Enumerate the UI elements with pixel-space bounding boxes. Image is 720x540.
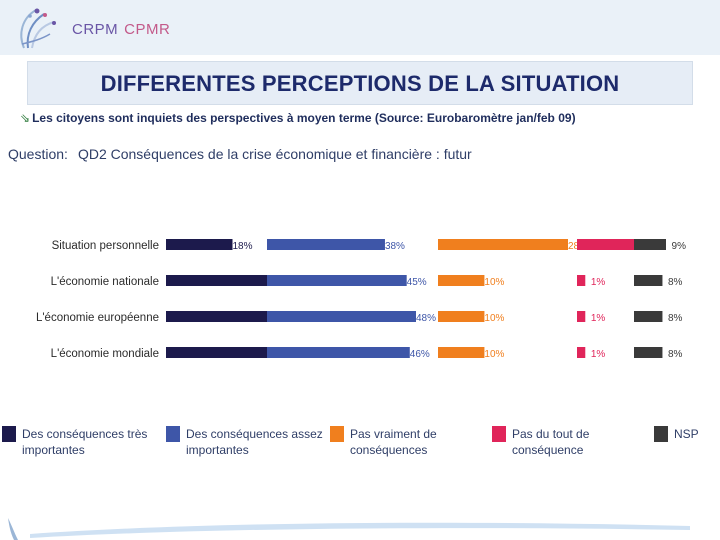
bar [577,239,635,250]
bar [577,311,586,322]
title-box: DIFFERENTES PERCEPTIONS DE LA SITUATION [27,61,693,105]
data-label: 8% [668,313,683,324]
crpm-logo-icon [20,8,56,49]
bar [634,275,663,286]
bar [577,275,586,286]
bar [166,311,288,322]
brand-name: CRPM CPMR [72,21,170,38]
data-label: 8% [668,277,683,288]
page-title: DIFFERENTES PERCEPTIONS DE LA SITUATION [100,71,620,96]
bar [267,311,416,322]
bar [438,347,485,358]
arrow-bullet-icon: ⇘ [20,111,31,125]
data-label: 9% [672,241,687,252]
bar [577,347,586,358]
data-label: 8% [668,349,683,360]
legend-label: Pas du tout de conséquence [512,427,590,457]
data-label: 1% [591,349,606,360]
legend-swatch [492,426,506,442]
data-label: 48% [416,313,436,324]
chart-legend: Des conséquences très importantes Des con… [0,418,720,478]
bar-chart: Situation personnelle L'économie national… [36,239,687,360]
data-label: 38% [385,241,405,252]
legend-label: Des conséquences très importantes [22,427,148,457]
data-label: 10% [484,277,504,288]
question-label: Question: [8,146,68,162]
question-line: Question: QD2 Conséquences de la crise éc… [8,146,472,162]
legend-swatch [654,426,668,442]
bar [166,275,299,286]
header-band [0,0,720,55]
bar [634,347,663,358]
bar [267,239,385,250]
data-label: 10% [484,349,504,360]
legend-swatch [2,426,16,442]
bar [267,275,407,286]
brand-secondary: CPMR [124,21,171,38]
bar [634,239,666,250]
bar [438,239,568,250]
legend-swatch [166,426,180,442]
bar [438,311,485,322]
legend-label: Pas vraiment de conséquences [350,427,437,457]
legend-label: Des conséquences assez importantes [186,427,323,457]
subtitle-text: Les citoyens sont inquiets des perspecti… [32,111,576,125]
data-label: 1% [591,313,606,324]
bar [634,311,663,322]
bar [267,347,410,358]
subtitle-line: ⇘ Les citoyens sont inquiets des perspect… [20,111,576,125]
bar [438,275,485,286]
question-text: QD2 Conséquences de la crise économique … [77,146,472,162]
legend-swatch [330,426,344,442]
category-label: L'économie mondiale [51,348,159,360]
bar [166,347,296,358]
category-label: L'économie nationale [51,276,159,288]
bar [166,239,233,250]
category-label: L'économie européenne [36,312,159,324]
category-label: Situation personnelle [52,240,159,252]
data-label: 18% [232,241,252,252]
data-label: 45% [407,277,427,288]
legend-label: NSP [674,427,699,441]
data-label: 10% [484,313,504,324]
decorative-wave [8,518,690,540]
brand-primary: CRPM [72,21,119,38]
data-label: 46% [410,349,430,360]
data-label: 1% [591,277,606,288]
